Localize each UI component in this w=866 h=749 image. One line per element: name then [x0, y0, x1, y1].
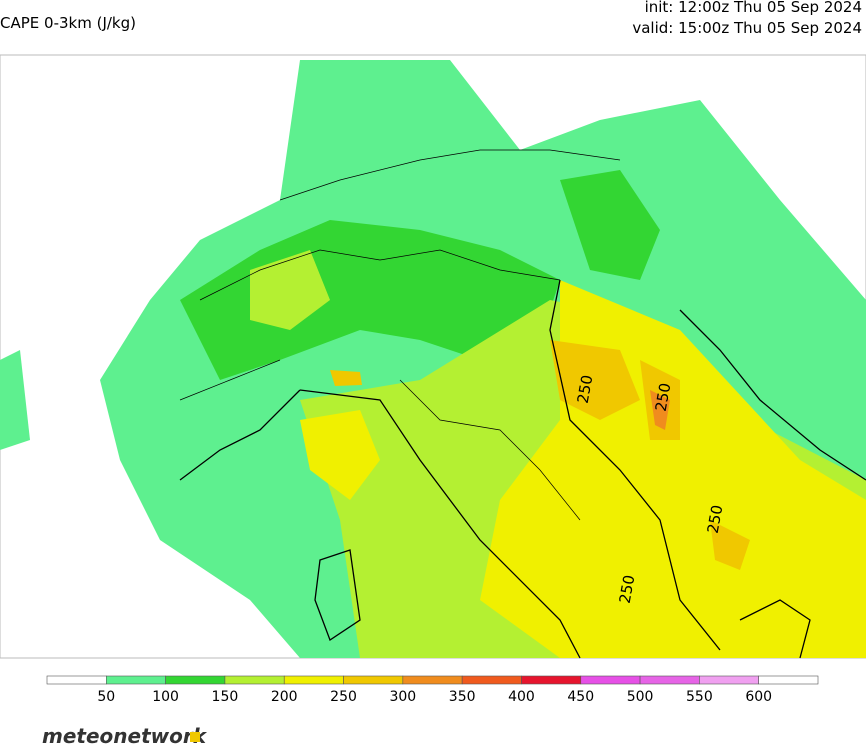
- colorbar-label: 250: [330, 689, 357, 705]
- colorbar-label: 350: [449, 689, 476, 705]
- colorbar: 50 100 150 200 250 300 350 400 450 500 550 600: [46, 675, 819, 705]
- colorbar-segment: [758, 675, 819, 685]
- title: CAPE 0-3km (J/kg): [0, 14, 136, 32]
- colorbar-segment: [106, 675, 166, 685]
- map: [0, 54, 866, 659]
- colorbar-label: 450: [567, 689, 594, 705]
- contour-label: 250: [704, 503, 727, 534]
- colorbar-segment: [343, 675, 404, 685]
- colorbar-label: 50: [97, 689, 115, 705]
- colorbar-segment: [402, 675, 463, 685]
- contour-label: 250: [574, 373, 597, 404]
- brand-square: [190, 732, 200, 742]
- colorbar-label: 150: [212, 689, 239, 705]
- colorbar-label: 500: [627, 689, 654, 705]
- colorbar-label: 550: [686, 689, 713, 705]
- brand: meteonetwork: [42, 724, 208, 745]
- colorbar-segment: [165, 675, 226, 685]
- colorbar-segment: [639, 675, 700, 685]
- colorbar-segment: [461, 675, 522, 685]
- colorbar-segment: [46, 675, 107, 685]
- colorbar-segment: [224, 675, 285, 685]
- colorbar-segment: [283, 675, 344, 685]
- colorbar-label: 100: [152, 689, 179, 705]
- contour-label: 250: [616, 573, 639, 604]
- valid-time: valid: 15:00z Thu 05 Sep 2024: [632, 19, 862, 37]
- colorbar-segment: [699, 675, 759, 685]
- init-time: init: 12:00z Thu 05 Sep 2024: [645, 0, 862, 16]
- colorbar-label: 600: [745, 689, 772, 705]
- contour-label: 250: [652, 381, 675, 412]
- colorbar-label: 400: [508, 689, 535, 705]
- colorbar-label: 300: [389, 689, 416, 705]
- colorbar-segment: [521, 675, 582, 685]
- colorbar-label: 200: [271, 689, 298, 705]
- colorbar-segment: [580, 675, 641, 685]
